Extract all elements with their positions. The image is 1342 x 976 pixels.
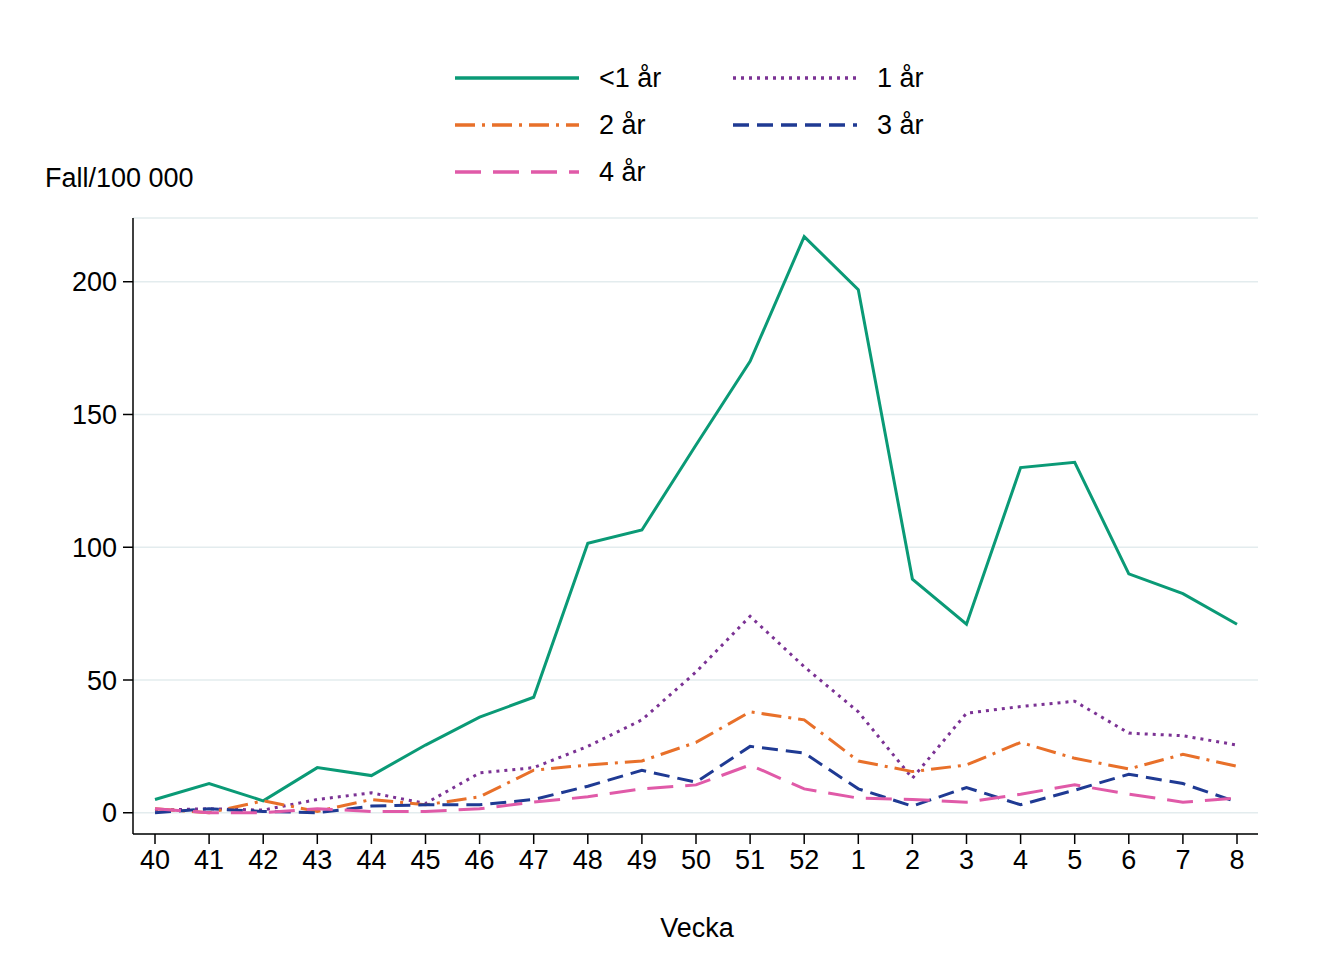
svg-text:43: 43: [302, 845, 332, 875]
html-text:Fall/100 000: Fall/100 000: [45, 163, 194, 193]
svg-text:4: 4: [1013, 845, 1028, 875]
svg-text:49: 49: [627, 845, 657, 875]
svg-text:46: 46: [465, 845, 495, 875]
svg-text:0: 0: [102, 798, 117, 828]
svg-text:51: 51: [735, 845, 765, 875]
html-text:1 år: 1 år: [877, 62, 924, 93]
svg-text:3: 3: [959, 845, 974, 875]
svg-text:40: 40: [140, 845, 170, 875]
svg-text:44: 44: [356, 845, 386, 875]
svg-text:5: 5: [1067, 845, 1082, 875]
svg-text:8: 8: [1229, 845, 1244, 875]
svg-text:41: 41: [194, 845, 224, 875]
html-text:<1 år: <1 år: [599, 62, 662, 93]
html-text:Vecka: Vecka: [660, 913, 734, 943]
html-text:2 år: 2 år: [599, 109, 646, 140]
html-text:3 år: 3 år: [877, 109, 924, 140]
svg-text:45: 45: [410, 845, 440, 875]
svg-text:1: 1: [851, 845, 866, 875]
svg-text:2: 2: [905, 845, 920, 875]
svg-text:48: 48: [573, 845, 603, 875]
svg-text:200: 200: [72, 267, 117, 297]
svg-text:100: 100: [72, 533, 117, 563]
html-text:4 år: 4 år: [599, 156, 646, 187]
svg-text:50: 50: [681, 845, 711, 875]
svg-text:42: 42: [248, 845, 278, 875]
svg-text:7: 7: [1175, 845, 1190, 875]
svg-text:6: 6: [1121, 845, 1136, 875]
svg-text:47: 47: [519, 845, 549, 875]
svg-text:150: 150: [72, 400, 117, 430]
svg-text:52: 52: [789, 845, 819, 875]
svg-text:50: 50: [87, 666, 117, 696]
